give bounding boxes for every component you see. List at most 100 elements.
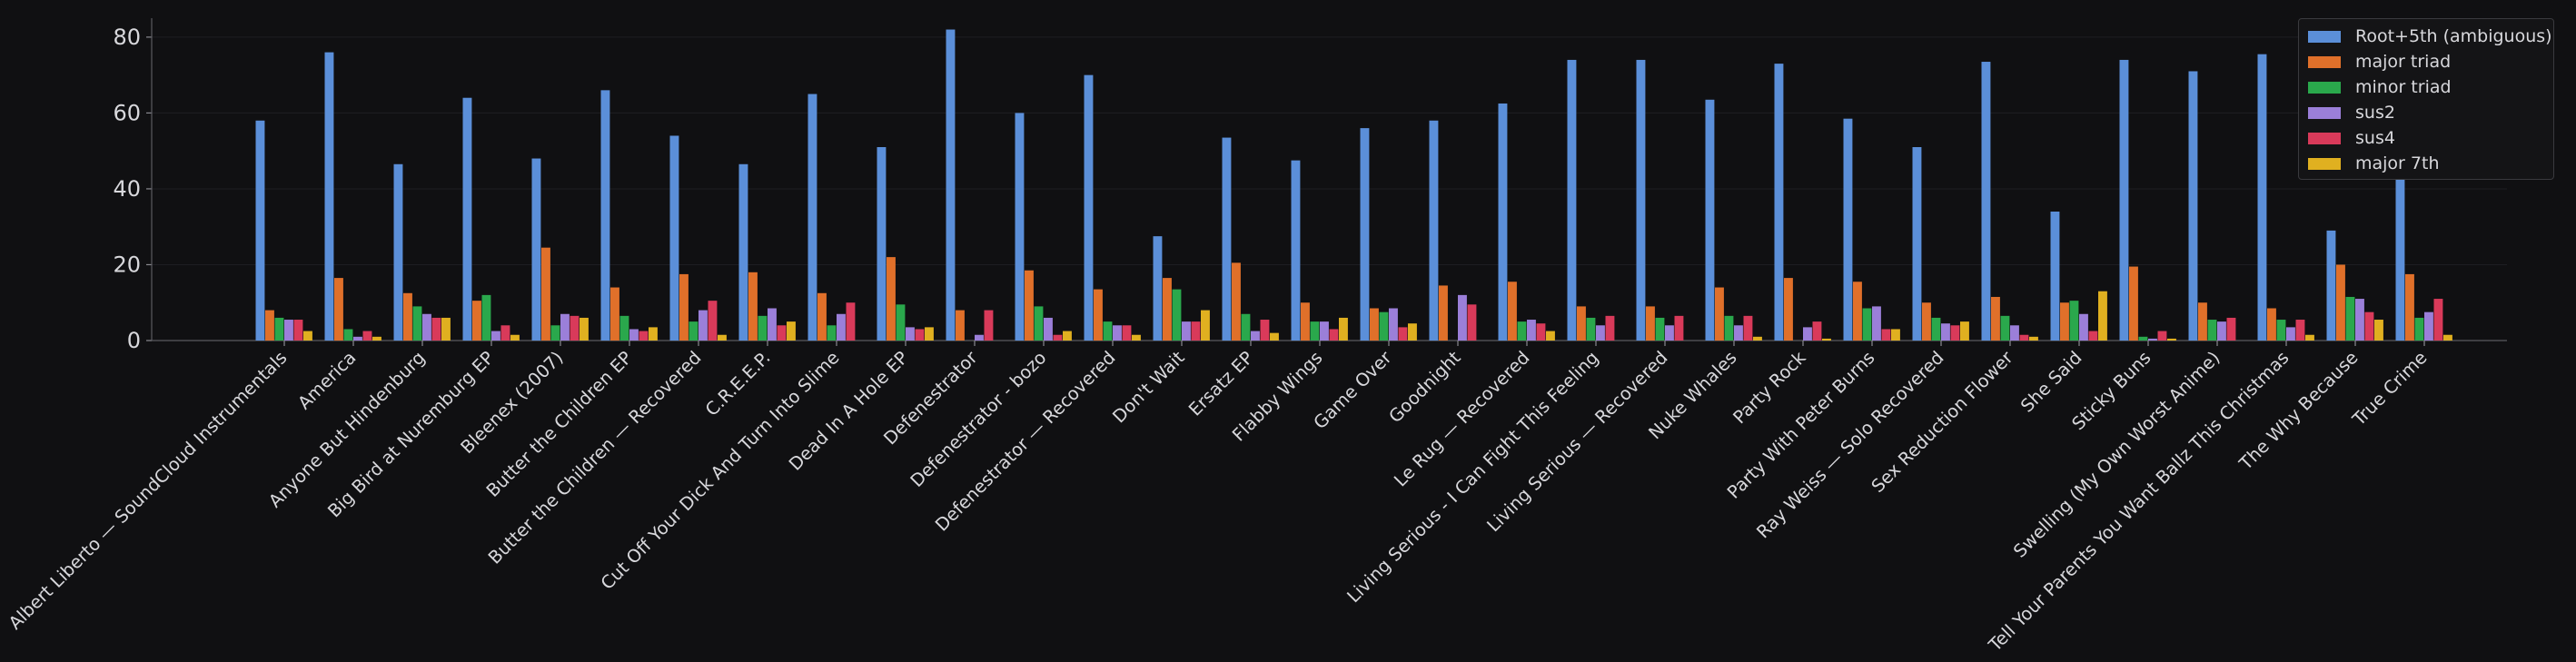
x-tick-label: Cut Off Your Dick And Turn Into Slime — [597, 347, 844, 594]
bar — [2345, 296, 2355, 341]
bar — [718, 334, 727, 341]
bar — [758, 315, 768, 341]
bar — [1674, 315, 1684, 341]
bar — [817, 292, 827, 341]
bar — [956, 310, 965, 341]
x-tick-label: Defenestrator - bozo — [907, 347, 1051, 491]
bar — [1881, 329, 1891, 341]
legend-item: sus2 — [2308, 100, 2544, 125]
bar — [265, 310, 274, 341]
bar — [610, 287, 619, 341]
legend-swatch — [2308, 157, 2341, 170]
bar — [1960, 321, 1969, 341]
bar — [255, 120, 265, 341]
bar — [1025, 270, 1034, 341]
bar — [2395, 143, 2405, 341]
bar — [500, 325, 510, 341]
bar — [1132, 334, 1141, 341]
bar — [1784, 278, 1793, 341]
bar — [491, 331, 500, 341]
bar — [403, 292, 412, 341]
bar — [877, 147, 887, 341]
bar — [1408, 323, 1417, 341]
bar — [303, 331, 312, 341]
bar — [1301, 302, 1310, 341]
bar — [2364, 311, 2374, 341]
bar — [984, 310, 994, 341]
bar — [600, 90, 610, 341]
y-tick-label: 0 — [127, 328, 141, 353]
bar — [1803, 327, 1812, 341]
bar — [541, 247, 550, 341]
legend: Root+5th (ambiguous) major triad minor tri… — [2298, 18, 2554, 180]
bar — [1724, 315, 1734, 341]
bar — [2167, 338, 2176, 341]
bar — [531, 158, 541, 341]
bar — [1586, 317, 1596, 341]
x-tick-label: She Said — [2016, 347, 2086, 416]
bar — [1636, 59, 1646, 341]
bar — [2148, 338, 2157, 341]
bar — [1053, 334, 1063, 341]
bar — [846, 302, 856, 341]
bar — [431, 317, 441, 341]
bar — [1094, 289, 1103, 341]
x-tick-label: Albert Liberto — SoundCloud Instrumental… — [5, 347, 292, 634]
bar — [1734, 325, 1743, 341]
bar — [1665, 325, 1674, 341]
bar — [2188, 71, 2198, 341]
y-tick-label: 60 — [113, 100, 141, 125]
bar — [1862, 308, 1872, 341]
bar — [1034, 306, 1044, 341]
bar — [462, 97, 472, 341]
bar — [669, 135, 679, 341]
legend-label: sus4 — [2355, 128, 2395, 148]
bar — [768, 308, 777, 341]
bar — [1931, 317, 1941, 341]
x-tick-label: Living Serious - I Can Fight This Feelin… — [1343, 347, 1603, 607]
bar — [1596, 325, 1605, 341]
bar — [1360, 128, 1370, 341]
bar — [2424, 311, 2433, 341]
bar — [1577, 306, 1586, 341]
bar — [2050, 212, 2060, 341]
bar — [2069, 301, 2079, 341]
bar — [1191, 321, 1201, 341]
bar — [1467, 304, 1477, 341]
bar — [748, 272, 758, 341]
bar — [1122, 325, 1132, 341]
legend-swatch — [2308, 30, 2341, 43]
legend-item: major triad — [2308, 49, 2544, 74]
bar — [1743, 315, 1753, 341]
bar — [1527, 320, 1536, 341]
bar — [2257, 54, 2267, 341]
bar — [827, 325, 837, 341]
bar — [1941, 323, 1950, 341]
bar — [2138, 336, 2148, 341]
legend-item: sus4 — [2308, 125, 2544, 151]
legend-label: Root+5th (ambiguous) — [2355, 26, 2552, 46]
bars — [255, 29, 2452, 341]
bar — [560, 313, 570, 341]
legend-label: minor triad — [2355, 77, 2452, 97]
bar — [2079, 313, 2088, 341]
bar — [2098, 291, 2107, 341]
bar — [1260, 320, 1270, 341]
bar — [1320, 321, 1329, 341]
bar — [619, 315, 629, 341]
bar — [2336, 264, 2345, 341]
bar — [372, 336, 381, 341]
y-tick-label: 20 — [113, 252, 141, 277]
y-tick-label: 80 — [113, 25, 141, 50]
bar — [2355, 299, 2364, 341]
bar — [906, 327, 915, 341]
bar — [1498, 103, 1508, 341]
x-tick-label: The Why Because — [2234, 347, 2362, 474]
bar — [1646, 306, 1655, 341]
bar — [2226, 317, 2236, 341]
bar — [293, 320, 303, 341]
bar — [2129, 266, 2138, 341]
bar — [1508, 282, 1517, 341]
x-tick-label: Ersatz EP — [1184, 347, 1258, 420]
bar — [2276, 320, 2286, 341]
